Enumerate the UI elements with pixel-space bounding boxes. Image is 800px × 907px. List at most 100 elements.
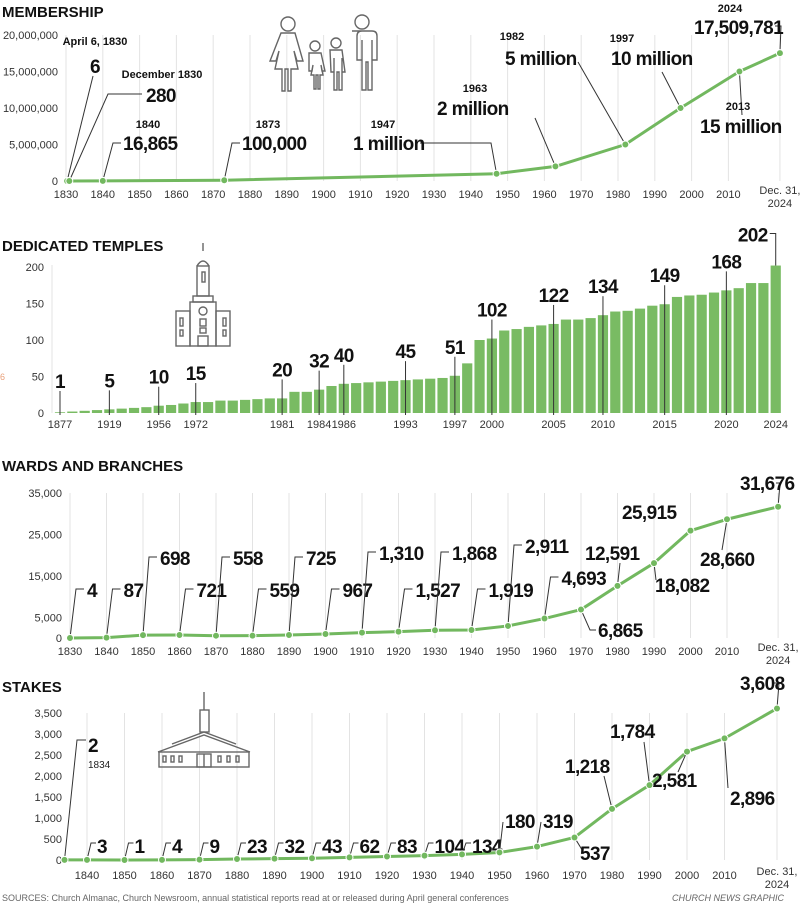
data-label: 6,865 — [598, 621, 644, 642]
bar-value-label: 149 — [650, 266, 680, 287]
data-label: 100,000 — [242, 134, 307, 155]
bar — [165, 404, 177, 413]
x-tick-label: 1990 — [642, 646, 666, 658]
x-tick-label: 1970 — [562, 870, 586, 882]
data-point — [65, 176, 74, 185]
data-point — [212, 631, 220, 640]
data-label: 32 — [285, 837, 305, 858]
bar-value-label: 168 — [711, 252, 741, 273]
data-point — [285, 630, 293, 639]
bar — [523, 326, 535, 413]
data-label: 280 — [146, 86, 176, 107]
x-tick-label: 1960 — [532, 646, 556, 658]
leader-line — [68, 93, 142, 182]
leader-line — [66, 75, 94, 182]
leader-line — [69, 588, 84, 639]
data-point — [158, 855, 166, 864]
x-tick-label: 1997 — [443, 419, 467, 431]
bar — [412, 379, 423, 413]
data-point — [120, 855, 129, 864]
bar — [91, 410, 103, 413]
data-point — [467, 626, 476, 635]
data-point — [220, 176, 229, 185]
data-point — [686, 526, 695, 535]
bar — [67, 411, 78, 413]
leader-line — [215, 556, 230, 636]
date-label: 2013 — [726, 101, 750, 113]
y-tick-label: 100 — [26, 335, 44, 347]
x-tick-label: 1900 — [311, 189, 335, 201]
bar — [202, 402, 214, 413]
x-tick-label: 2020 — [714, 419, 738, 431]
data-point — [83, 855, 91, 864]
bar-value-label: 10 — [149, 368, 169, 389]
x-tick-label: 1850 — [127, 189, 151, 201]
data-label: 558 — [233, 549, 263, 570]
bar — [499, 330, 510, 413]
y-tick-label: 0 — [56, 633, 62, 645]
data-label: 1 million — [353, 134, 425, 155]
y-tick-label: 0 — [56, 855, 62, 867]
x-tick-label: 1990 — [637, 870, 661, 882]
x-tick-label: 2015 — [652, 419, 676, 431]
leader-line — [661, 71, 682, 109]
x-tick-label: 1980 — [606, 189, 630, 201]
data-point — [495, 848, 504, 857]
bar — [264, 398, 275, 413]
family-icon — [268, 14, 378, 92]
x-tick-label: 1840 — [91, 189, 115, 201]
date-label: 1963 — [463, 83, 487, 95]
bar — [363, 382, 374, 413]
data-label: 1,868 — [452, 544, 497, 565]
x-end-label: 2024 — [765, 879, 789, 891]
x-tick-label: 1830 — [54, 189, 78, 201]
wards-title: WARDS AND BRANCHES — [2, 458, 183, 475]
x-tick-label: 1870 — [201, 189, 225, 201]
x-end-label: Dec. 31, — [758, 642, 799, 654]
x-tick-label: 1980 — [600, 870, 624, 882]
x-tick-label: 2000 — [679, 189, 703, 201]
stakes-chart: 1840 1850 1860 1870 1880 1890 1900 1910 1920 1930… — [34, 674, 797, 891]
x-tick-label: 1860 — [167, 646, 191, 658]
leader-line — [461, 842, 471, 855]
leader-line — [102, 142, 121, 182]
x-tick-label: 1960 — [525, 870, 549, 882]
y-tick-label: 150 — [26, 299, 44, 311]
x-tick-label: 2010 — [715, 646, 739, 658]
leader-line — [124, 842, 134, 861]
data-point — [540, 614, 549, 623]
data-point — [774, 502, 783, 511]
data-point — [621, 140, 630, 149]
membership-series-line — [67, 51, 781, 183]
x-tick-label: 1930 — [412, 870, 436, 882]
leader-line — [775, 25, 782, 54]
x-tick-label: 1972 — [183, 419, 207, 431]
y-tick-label: 2,000 — [34, 771, 62, 783]
x-tick-label: 1910 — [350, 646, 374, 658]
x-tick-label: 1877 — [48, 419, 72, 431]
x-tick-label: 1900 — [300, 870, 324, 882]
date-label: 1982 — [500, 31, 524, 43]
leader-line — [643, 741, 650, 786]
data-label: 1 — [135, 837, 146, 858]
data-label: 2 — [88, 736, 98, 757]
data-point — [66, 633, 74, 642]
x-tick-label: 1880 — [238, 189, 262, 201]
x-tick-label: 1890 — [262, 870, 286, 882]
bar — [462, 363, 473, 413]
data-label: 725 — [306, 549, 337, 570]
x-tick-label: 1900 — [313, 646, 337, 658]
x-tick-label: 1860 — [164, 189, 188, 201]
data-point — [345, 853, 354, 862]
leader-line — [252, 588, 267, 636]
data-point — [676, 104, 685, 112]
y-tick-label: 10,000,000 — [3, 103, 58, 115]
data-label: 10 million — [611, 49, 693, 70]
data-label: 1,919 — [489, 581, 534, 602]
bar-value-label: 5 — [104, 371, 115, 392]
leader-line — [769, 233, 777, 266]
data-label: 23 — [247, 837, 267, 858]
data-point — [613, 581, 622, 590]
data-point — [175, 631, 184, 640]
data-label: 5 million — [505, 49, 577, 70]
